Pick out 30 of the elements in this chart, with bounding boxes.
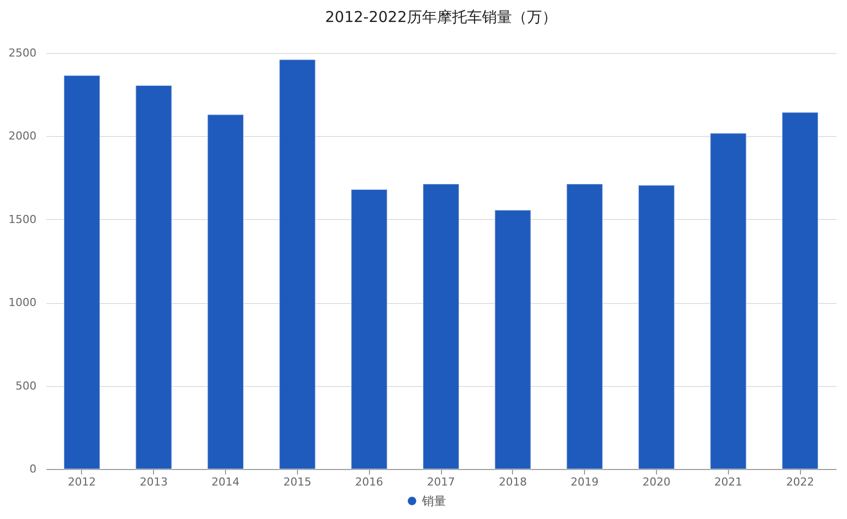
x-tick-label: 2014 bbox=[212, 476, 240, 488]
y-tick-label: 1500 bbox=[8, 212, 36, 226]
x-tick-label: 2019 bbox=[570, 476, 599, 488]
x-tick-label: 2018 bbox=[498, 476, 527, 488]
bar bbox=[135, 84, 172, 470]
y-tick-label: 2000 bbox=[8, 130, 36, 143]
bar bbox=[566, 183, 604, 470]
bar bbox=[63, 74, 100, 470]
y-tick-label: 1000 bbox=[8, 296, 36, 310]
y-tick-label: 2500 bbox=[8, 46, 36, 60]
x-tick-label: 2013 bbox=[140, 476, 168, 488]
y-tick-label: 0 bbox=[30, 462, 36, 476]
bar bbox=[638, 184, 675, 470]
x-tick-label: 2020 bbox=[642, 476, 670, 488]
chart-title: 2012-2022历年摩托车销量（万） bbox=[325, 8, 557, 26]
bar bbox=[782, 112, 819, 470]
x-tick-label: 2015 bbox=[283, 476, 312, 488]
legend-label: 销量 bbox=[421, 494, 446, 508]
y-tick-label: 500 bbox=[16, 379, 36, 392]
x-tick-label: 2012 bbox=[68, 476, 96, 488]
x-tick-label: 2016 bbox=[355, 476, 384, 488]
bar bbox=[207, 114, 244, 470]
bar bbox=[350, 188, 388, 470]
x-tick-label: 2017 bbox=[427, 476, 455, 488]
bar bbox=[278, 59, 316, 470]
x-tick-label: 2021 bbox=[714, 476, 742, 488]
bar bbox=[494, 210, 532, 470]
bar bbox=[422, 183, 460, 470]
bar bbox=[710, 132, 747, 470]
x-tick-label: 2022 bbox=[786, 476, 814, 488]
